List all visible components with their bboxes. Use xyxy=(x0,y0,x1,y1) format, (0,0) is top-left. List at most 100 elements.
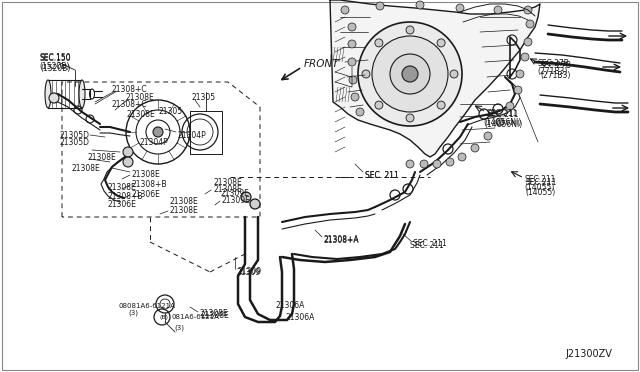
Circle shape xyxy=(341,6,349,14)
Text: SEC.211: SEC.211 xyxy=(486,109,518,118)
Text: 21309: 21309 xyxy=(237,268,261,277)
Circle shape xyxy=(433,160,441,168)
Text: 21308+B: 21308+B xyxy=(132,180,168,189)
Circle shape xyxy=(351,93,359,101)
Circle shape xyxy=(372,36,448,112)
Text: 21308E: 21308E xyxy=(200,310,228,318)
Text: SEC.150: SEC.150 xyxy=(40,53,71,62)
Text: 21308E: 21308E xyxy=(170,205,199,215)
Text: 21308E: 21308E xyxy=(132,170,161,179)
Text: 21309E: 21309E xyxy=(222,196,251,205)
Circle shape xyxy=(484,132,492,140)
Circle shape xyxy=(358,22,462,126)
Text: 21308+C: 21308+C xyxy=(112,84,148,93)
Text: 081A6-6121A: 081A6-6121A xyxy=(172,314,220,320)
Circle shape xyxy=(506,102,514,110)
Text: 21308E: 21308E xyxy=(72,164,100,173)
Text: 21308+A: 21308+A xyxy=(323,235,359,244)
Text: J21300ZV: J21300ZV xyxy=(565,349,612,359)
Text: 21306A: 21306A xyxy=(275,301,305,310)
Text: (271B3): (271B3) xyxy=(540,71,570,80)
Text: (1520B): (1520B) xyxy=(40,64,70,73)
Text: SEC.211: SEC.211 xyxy=(525,175,556,184)
Text: 21305D: 21305D xyxy=(60,138,90,147)
Text: 21308E: 21308E xyxy=(213,185,242,193)
Circle shape xyxy=(524,38,532,46)
Circle shape xyxy=(406,114,414,122)
Text: 21304P: 21304P xyxy=(178,131,207,140)
Text: SEC.27B: SEC.27B xyxy=(540,61,572,70)
Circle shape xyxy=(516,70,524,78)
Text: 21308+C: 21308+C xyxy=(112,100,148,109)
Text: (1520B): (1520B) xyxy=(40,62,70,71)
Circle shape xyxy=(390,54,430,94)
Text: 21304P: 21304P xyxy=(140,138,168,147)
Circle shape xyxy=(153,127,163,137)
Circle shape xyxy=(471,144,479,152)
Text: SEC.211: SEC.211 xyxy=(525,177,556,186)
Text: 21308E: 21308E xyxy=(170,197,198,206)
Circle shape xyxy=(123,157,133,167)
Text: SEC. 211: SEC. 211 xyxy=(413,240,447,248)
Circle shape xyxy=(241,192,251,202)
Text: 21308E: 21308E xyxy=(127,110,156,119)
Text: 21308E: 21308E xyxy=(213,178,242,187)
Text: 21308+B: 21308+B xyxy=(108,192,143,201)
Circle shape xyxy=(496,118,504,126)
Circle shape xyxy=(458,153,466,161)
Polygon shape xyxy=(330,0,540,157)
Text: SEC. 211: SEC. 211 xyxy=(365,171,399,180)
Circle shape xyxy=(437,101,445,109)
Circle shape xyxy=(406,26,414,34)
Text: SEC. 211: SEC. 211 xyxy=(410,241,444,250)
Text: SEC. 211: SEC. 211 xyxy=(365,170,399,180)
Circle shape xyxy=(356,108,364,116)
Circle shape xyxy=(348,23,356,31)
Text: 21305D: 21305D xyxy=(60,131,90,140)
Text: (B): (B) xyxy=(159,314,168,320)
Text: 21309: 21309 xyxy=(237,267,261,276)
Ellipse shape xyxy=(79,80,85,108)
Circle shape xyxy=(446,158,454,166)
Text: 21306E: 21306E xyxy=(132,189,161,199)
Circle shape xyxy=(348,40,356,48)
Circle shape xyxy=(406,160,414,168)
Text: (14055): (14055) xyxy=(525,183,555,192)
Text: (271B3): (271B3) xyxy=(538,67,568,76)
Ellipse shape xyxy=(45,80,51,108)
Circle shape xyxy=(402,66,418,82)
Text: 21305: 21305 xyxy=(192,93,216,102)
Circle shape xyxy=(456,4,464,12)
Circle shape xyxy=(375,39,383,47)
Text: 08081A6-6121A: 08081A6-6121A xyxy=(118,303,175,309)
Text: 21306A: 21306A xyxy=(285,312,314,321)
Text: FRONT: FRONT xyxy=(304,59,339,69)
Circle shape xyxy=(514,86,522,94)
Circle shape xyxy=(420,160,428,168)
Text: 21308+A: 21308+A xyxy=(324,235,360,244)
Circle shape xyxy=(450,70,458,78)
Text: 21308E: 21308E xyxy=(88,153,116,161)
Circle shape xyxy=(494,6,502,14)
Text: (14055): (14055) xyxy=(525,187,556,196)
Circle shape xyxy=(123,147,133,157)
Circle shape xyxy=(348,58,356,66)
Text: 21309E: 21309E xyxy=(221,189,250,198)
Text: 21308E: 21308E xyxy=(108,183,136,192)
Text: (3): (3) xyxy=(128,310,138,317)
Text: 21305: 21305 xyxy=(159,107,183,116)
Text: (14056NI): (14056NI) xyxy=(483,118,522,126)
Circle shape xyxy=(49,93,59,103)
Text: SEC.211: SEC.211 xyxy=(487,109,518,119)
Text: (3): (3) xyxy=(174,325,184,331)
Text: SEC.150: SEC.150 xyxy=(40,54,72,62)
Circle shape xyxy=(521,53,529,61)
Circle shape xyxy=(526,20,534,28)
Circle shape xyxy=(524,6,532,14)
Text: 21308E: 21308E xyxy=(125,93,154,102)
Circle shape xyxy=(416,1,424,9)
Circle shape xyxy=(376,2,384,10)
Circle shape xyxy=(437,39,445,47)
Circle shape xyxy=(362,70,370,78)
Text: (14056NI): (14056NI) xyxy=(484,119,522,128)
